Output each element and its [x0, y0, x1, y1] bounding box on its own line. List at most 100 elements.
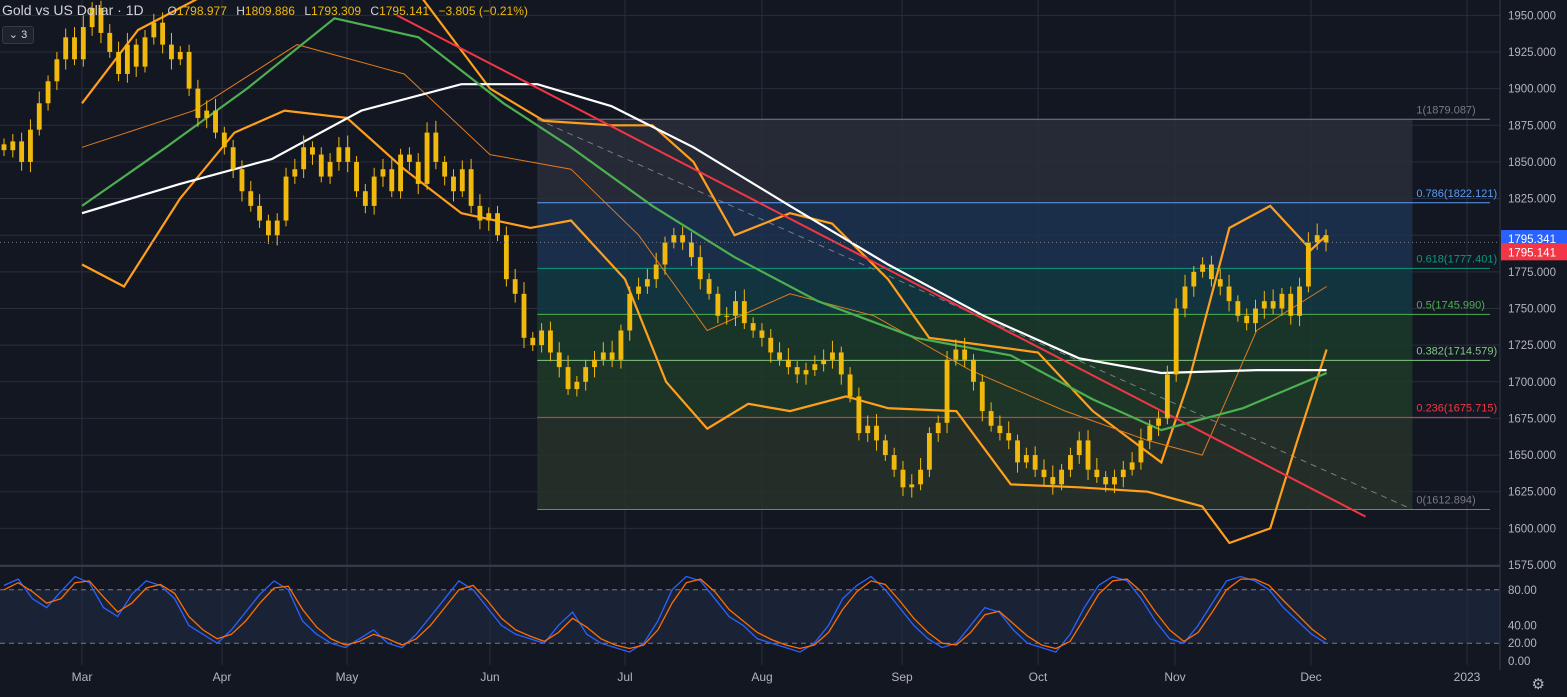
candle-body [301, 147, 307, 170]
candle-body [1094, 469, 1100, 478]
candle-body [768, 337, 774, 353]
candle-body [1270, 301, 1276, 309]
candle-body [1006, 433, 1012, 441]
candle-body [574, 381, 580, 390]
bollinger-bands [81, 0, 1328, 545]
candle-body [997, 425, 1003, 434]
trendline[interactable] [396, 14, 1367, 518]
candle-body [512, 279, 518, 294]
time-tick-label: Mar [72, 670, 93, 684]
candle-body [1314, 235, 1320, 243]
bollinger-lower [81, 109, 1328, 545]
sma-50 [81, 17, 1328, 432]
candle-body [909, 484, 915, 488]
candle-body [283, 176, 289, 221]
sma-200 [81, 83, 1327, 375]
candle-body [380, 169, 386, 177]
candle-body [1103, 477, 1109, 485]
price-tick-label: 1950.000 [1508, 10, 1556, 22]
candle-body [521, 293, 527, 338]
candle-body [10, 141, 16, 151]
fib-zone [537, 119, 1413, 203]
price-tick-label: 1725.000 [1508, 340, 1556, 352]
low-label: L [304, 4, 311, 18]
candle-body [257, 205, 263, 221]
candle-body [1156, 418, 1161, 426]
fibonacci-retracement[interactable]: 1(1879.087) 0.786(1822.121) 0.618(1777.401… [537, 104, 1497, 510]
candle-body [389, 169, 395, 192]
close-label: C [370, 4, 380, 18]
candle-body [265, 220, 271, 236]
price-tick-label: 1625.000 [1508, 487, 1556, 499]
candle-body [1164, 374, 1170, 419]
candle-body [794, 367, 800, 375]
candle-body [847, 374, 853, 397]
low-value: 1793.309 [311, 4, 362, 18]
indicator-toggle-button[interactable]: ⌄ 3 [2, 26, 34, 44]
candle-body [486, 213, 492, 221]
gear-icon[interactable]: ⚙ [1531, 676, 1545, 693]
fib-zone [537, 314, 1413, 361]
candle-body [838, 352, 844, 375]
candle-body [618, 330, 624, 360]
chart-header: Gold vs US Dollar · 1D O1798.977 H1809.8… [2, 2, 528, 18]
fib-zone [537, 417, 1413, 510]
candle-body [345, 147, 351, 162]
symbol-title[interactable]: Gold vs US Dollar · 1D [2, 2, 144, 18]
candle-body [653, 264, 659, 280]
candle-body [1191, 271, 1197, 287]
price-tick-label: 1875.000 [1508, 120, 1556, 132]
candle-body [1279, 293, 1285, 309]
candle-body [451, 176, 456, 192]
candle-body [36, 103, 42, 130]
time-tick-label: Jul [617, 670, 632, 684]
candle-body [935, 422, 941, 434]
candle-body [160, 22, 166, 45]
fib-level-label: 0.382(1714.579) [1416, 345, 1497, 357]
price-tick-label: 1575.000 [1508, 560, 1556, 572]
candle-body [882, 440, 888, 456]
candle-body [1112, 477, 1117, 485]
candle-body [1120, 469, 1126, 478]
fib-level-label: 0.5(1745.990) [1416, 299, 1485, 311]
candle-body [724, 315, 730, 317]
candle-body [715, 293, 721, 316]
candle-body [979, 381, 985, 412]
high-value: 1809.886 [244, 4, 295, 18]
candle-body [371, 176, 377, 206]
candle-body [116, 51, 121, 74]
candle-body [1015, 440, 1020, 463]
candle-body [459, 169, 465, 192]
stochastic-pane [0, 575, 1500, 653]
candle-body [1173, 308, 1179, 375]
candle-body [398, 154, 404, 192]
price-axis[interactable]: 1950.000 1925.000 1900.000 1875.000 1850.000… [1501, 10, 1567, 668]
fib-zone [537, 202, 1413, 269]
price-tick-label: 1650.000 [1508, 450, 1556, 462]
candle-body [63, 37, 69, 60]
candle-body [362, 191, 368, 206]
change-value: −3.805 (−0.21%) [438, 4, 528, 18]
candle-body [1323, 235, 1329, 243]
candle-body [609, 352, 615, 360]
time-axis[interactable]: Mar Apr May Jun Jul Aug Sep Oct Nov Dec 2023 [72, 670, 1481, 684]
candle-body [72, 37, 77, 60]
fib-level-label: 0(1612.894) [1416, 494, 1475, 506]
bollinger-upper [81, 0, 1328, 465]
candle-body [583, 367, 589, 382]
fib-level-label: 1(1879.087) [1416, 104, 1475, 116]
candle-body [812, 364, 818, 371]
candle-body [1032, 455, 1038, 470]
stoch-d-line [3, 578, 1327, 650]
candle-body [354, 161, 359, 192]
candle-body [821, 359, 827, 365]
candle-body [1076, 440, 1082, 456]
candle-body [785, 359, 791, 368]
time-tick-label: Apr [213, 670, 232, 684]
candle-body [406, 154, 412, 162]
candle-body [442, 161, 448, 177]
candle-body [953, 349, 959, 360]
candle-body [891, 455, 897, 470]
candle-body [107, 32, 113, 52]
